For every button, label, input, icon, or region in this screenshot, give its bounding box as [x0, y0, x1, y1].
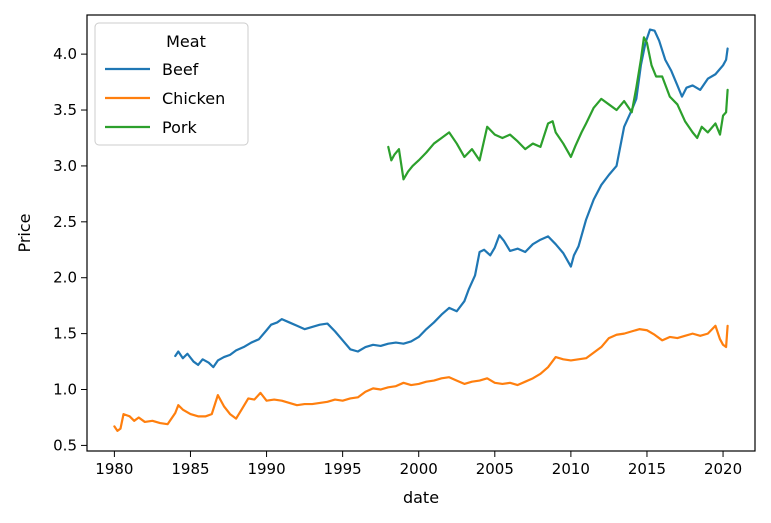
x-tick-label: 1990 — [247, 460, 285, 478]
legend: Meat Beef Chicken Pork — [94, 22, 249, 146]
x-tick-label: 1985 — [171, 460, 209, 478]
legend-label-chicken: Chicken — [162, 89, 225, 108]
y-tick-label: 3.5 — [53, 101, 77, 119]
x-axis-label: date — [403, 488, 439, 507]
x-tick-label: 2015 — [628, 460, 666, 478]
series-layer — [113, 28, 729, 432]
x-tick-label: 2020 — [704, 460, 742, 478]
series-line-pork — [387, 36, 729, 181]
legend-label-pork: Pork — [162, 118, 197, 137]
legend-label-beef: Beef — [162, 60, 199, 79]
series-line-beef — [174, 28, 729, 369]
series-line-chicken — [113, 324, 729, 432]
legend-box — [94, 22, 249, 146]
y-tick-label: 1.5 — [53, 325, 77, 343]
y-axis-label: Price — [15, 213, 34, 252]
x-tick-label: 1995 — [324, 460, 362, 478]
x-tick-label: 2005 — [476, 460, 514, 478]
y-tick-label: 2.0 — [53, 269, 77, 287]
legend-title: Meat — [166, 32, 206, 51]
y-tick-label: 4.0 — [53, 45, 77, 63]
y-tick-label: 1.0 — [53, 381, 77, 399]
x-tick-label: 2010 — [552, 460, 590, 478]
y-axis: 0.5 1.0 1.5 2.0 2.5 3.0 3.5 4.0 — [53, 45, 87, 454]
x-tick-label: 1980 — [95, 460, 133, 478]
y-tick-label: 3.0 — [53, 157, 77, 175]
y-tick-label: 2.5 — [53, 213, 77, 231]
plot-frame — [86, 14, 756, 452]
x-axis: 1980 1985 1990 1995 2000 2005 2010 2015 2020 — [95, 451, 742, 478]
y-tick-label: 0.5 — [53, 436, 77, 454]
x-tick-label: 2000 — [400, 460, 438, 478]
